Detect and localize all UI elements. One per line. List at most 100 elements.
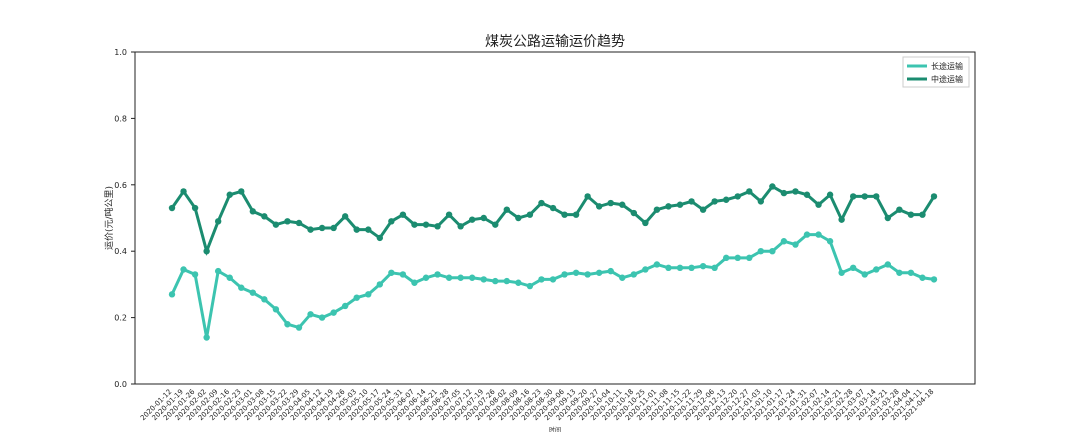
data-point — [399, 271, 407, 278]
data-point — [734, 254, 741, 262]
data-point — [353, 294, 360, 301]
data-point — [226, 274, 233, 281]
data-point — [930, 276, 938, 283]
data-point — [330, 224, 337, 232]
data-point — [815, 231, 822, 238]
data-point — [180, 188, 187, 195]
data-point — [907, 269, 915, 276]
data-point — [272, 221, 280, 228]
data-point — [249, 289, 257, 296]
data-point — [896, 269, 903, 276]
data-point — [561, 211, 568, 218]
data-point — [572, 269, 580, 276]
data-point — [757, 198, 765, 205]
legend-box — [902, 56, 970, 88]
data-point — [468, 274, 476, 281]
data-point — [711, 264, 718, 271]
data-point — [699, 262, 707, 270]
data-point — [734, 193, 741, 200]
data-point — [676, 264, 684, 271]
data-point — [468, 216, 476, 223]
data-point — [919, 211, 926, 218]
data-point — [792, 188, 799, 195]
data-point — [538, 276, 545, 283]
data-point — [919, 274, 926, 281]
y-tick-label: 0.8 — [114, 114, 127, 123]
data-point — [238, 284, 245, 291]
data-point — [376, 281, 384, 288]
data-point — [849, 193, 857, 200]
data-point — [226, 191, 233, 198]
y-axis-label: 运价(元/吨公里) — [103, 186, 115, 250]
data-point — [619, 274, 626, 281]
data-point — [515, 279, 522, 286]
data-point — [792, 241, 799, 248]
data-point — [803, 231, 811, 238]
x-axis-label: 时间 — [549, 426, 561, 432]
data-point — [896, 206, 903, 213]
legend-label: 中途运输 — [931, 74, 963, 84]
data-point — [538, 199, 545, 207]
data-point — [284, 321, 291, 328]
data-point — [780, 238, 788, 245]
data-point — [249, 208, 257, 215]
data-point — [711, 198, 718, 205]
data-point — [480, 214, 487, 222]
data-point — [492, 221, 499, 228]
data-point — [353, 226, 360, 233]
data-point — [457, 223, 464, 230]
data-point — [861, 193, 868, 200]
data-point — [584, 271, 591, 278]
data-point — [214, 267, 222, 275]
data-point — [492, 277, 499, 285]
data-point — [826, 191, 834, 198]
data-point — [261, 213, 268, 220]
data-point — [422, 221, 430, 228]
data-point — [826, 238, 834, 245]
data-point — [769, 248, 776, 255]
data-point — [630, 209, 638, 217]
data-point — [480, 276, 487, 283]
data-point — [341, 302, 349, 310]
data-point — [619, 201, 626, 208]
data-point — [688, 198, 695, 205]
data-point — [307, 311, 314, 318]
data-point — [780, 189, 788, 197]
data-point — [803, 191, 811, 198]
data-point — [365, 226, 372, 233]
data-point — [445, 274, 453, 281]
data-point — [884, 261, 892, 268]
data-point — [746, 254, 753, 262]
data-point — [838, 216, 845, 223]
data-point — [873, 266, 880, 273]
data-point — [849, 264, 857, 271]
y-tick-label: 1.0 — [114, 48, 127, 57]
data-point — [722, 254, 730, 262]
data-point — [203, 248, 210, 255]
data-point — [607, 199, 614, 207]
data-point — [318, 224, 326, 232]
data-point — [688, 264, 695, 271]
data-point — [595, 203, 603, 210]
data-point — [365, 291, 372, 298]
data-point — [722, 196, 730, 203]
data-point — [595, 269, 603, 276]
data-point — [757, 248, 765, 255]
data-point — [388, 218, 395, 225]
data-point — [503, 277, 511, 285]
data-point — [180, 266, 187, 273]
data-point — [838, 269, 845, 276]
data-point — [411, 221, 418, 228]
data-point — [930, 193, 938, 200]
data-point — [873, 193, 880, 200]
data-point — [526, 211, 534, 218]
data-point — [330, 309, 337, 316]
plot-frame — [134, 51, 976, 385]
data-point — [584, 193, 591, 200]
legend-label: 长途运输 — [931, 61, 963, 71]
data-point — [699, 206, 707, 213]
data-point — [376, 234, 384, 242]
data-point — [526, 282, 534, 290]
data-point — [884, 214, 892, 222]
